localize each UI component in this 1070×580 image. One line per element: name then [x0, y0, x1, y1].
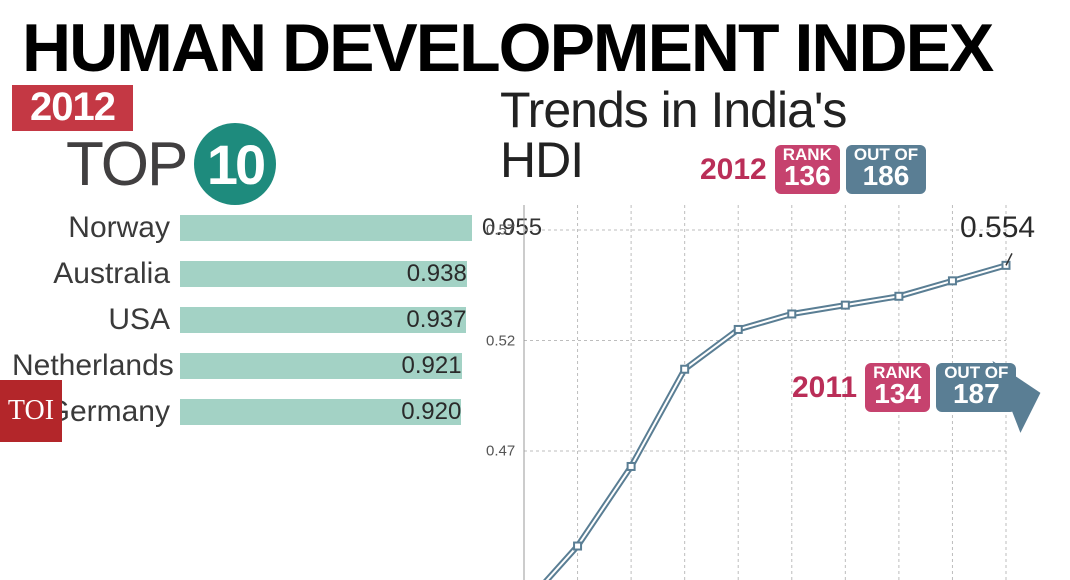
y-tick-label: 0.47 [486, 443, 515, 460]
bar-chart: Norway0.955Australia0.938USA0.937Netherl… [12, 205, 482, 435]
top10-panel: 2012 TOP 10 Norway0.955Australia0.938USA… [12, 85, 482, 435]
outof-value: 187 [944, 381, 1008, 408]
outof-value: 186 [854, 163, 918, 190]
y-tick-label: 0.52 [486, 332, 515, 349]
top-label: TOP [66, 129, 186, 200]
final-value-label: 0.554 [960, 211, 1035, 245]
rank-value: 134 [873, 381, 922, 408]
rank-chip-2012: RANK 136 [775, 145, 840, 194]
bar-wrap: 0.955 [180, 215, 482, 241]
bar-wrap: 0.938 [180, 261, 482, 287]
rank-year-2011: 2011 [792, 371, 857, 405]
top10-number: 10 [207, 132, 263, 197]
rank-chip-2011: RANK 134 [865, 363, 930, 412]
rank-2011: 2011 RANK 134 OUT OF 187 [792, 363, 1016, 412]
rank-2012: 2012 RANK 136 OUT OF 186 [700, 145, 926, 194]
toi-badge: TOI [0, 380, 62, 442]
rank-year-2012: 2012 [700, 153, 767, 187]
bar-row: Australia0.938 [12, 251, 482, 297]
top10-circle: 10 [194, 123, 276, 205]
bar-value: 0.938 [180, 261, 467, 287]
bar-label: USA [12, 303, 180, 337]
bar-wrap: 0.921 [180, 353, 482, 379]
outof-chip-2011: OUT OF 187 [936, 363, 1016, 412]
bar-value: 0.937 [180, 307, 466, 333]
bar-value: 0.921 [180, 353, 462, 379]
bar-row: Norway0.955 [12, 205, 482, 251]
bar-row: Netherlands0.921 [12, 343, 482, 389]
bar [180, 215, 472, 241]
trends-title-line1: Trends in India's [500, 82, 846, 138]
bar-label: Norway [12, 211, 180, 245]
y-tick-label: 0.57 [486, 222, 515, 239]
outof-chip-2012: OUT OF 186 [846, 145, 926, 194]
rank-value: 136 [783, 163, 832, 190]
bar-row: USA0.937 [12, 297, 482, 343]
main-title: HUMAN DEVELOPMENT INDEX [22, 18, 1040, 79]
bar-label: Netherlands [12, 349, 180, 383]
bar-value: 0.920 [180, 399, 461, 425]
trends-panel: Trends in India's HDI 2012 RANK 136 OUT … [482, 85, 1040, 435]
bar-wrap: 0.920 [180, 399, 482, 425]
bar-row: Germany0.920 [12, 389, 482, 435]
bar-wrap: 0.937 [180, 307, 482, 333]
bar-label: Australia [12, 257, 180, 291]
trends-title-line2: HDI [500, 132, 583, 188]
